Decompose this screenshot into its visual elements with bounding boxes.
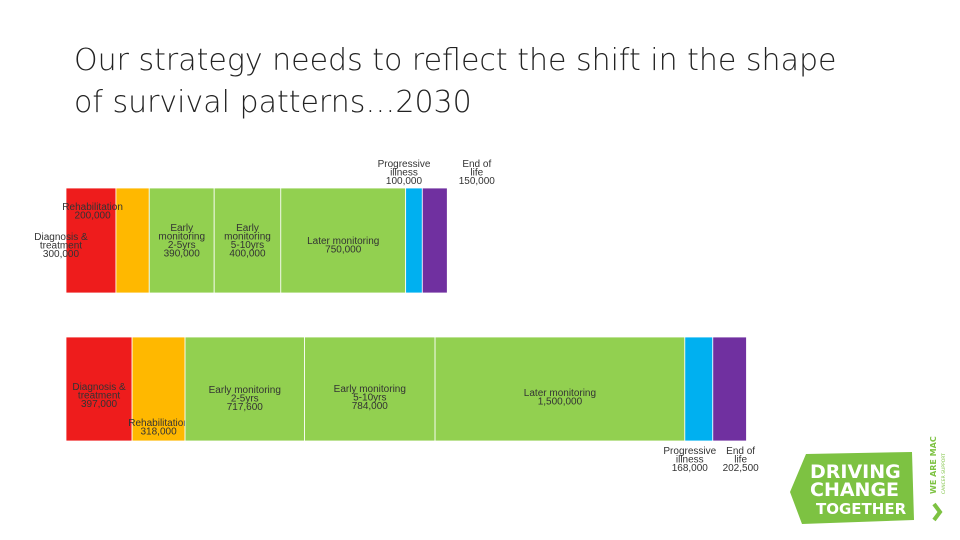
macmillan-logo: DRIVING CHANGE TOGETHER WE ARE MACMILLAN… bbox=[790, 436, 947, 524]
bar-segment-progressive-illness bbox=[684, 336, 714, 442]
data-label-progressive-illness: Progressive illness 100,000 bbox=[378, 159, 431, 187]
bar-segment-diagnosis-treatment bbox=[65, 187, 117, 294]
slide-title-line-2: of survival patterns…2030 bbox=[74, 85, 472, 120]
bar-segment-end-of-life bbox=[421, 187, 448, 294]
logo-line-2: CHANGE bbox=[810, 479, 899, 501]
logo-side-text: WE ARE MACMILLAN. bbox=[929, 436, 938, 494]
logo-line-1: DRIVING bbox=[810, 461, 901, 483]
bar-segment-later-monitoring bbox=[434, 336, 686, 442]
bar-segment-later-monitoring bbox=[280, 187, 407, 294]
data-label-early-monitoring-5-10yrs: Early monitoring 5-10yrs 784,000 bbox=[334, 384, 406, 412]
logo-badge bbox=[790, 452, 914, 524]
logo-side-small: CANCER SUPPORT bbox=[941, 453, 947, 494]
slide-title-line-1: Our strategy needs to reflect the shift … bbox=[74, 43, 837, 78]
bar-segment-early-monitoring-5-10yrs bbox=[213, 187, 282, 294]
chevron-right-icon bbox=[932, 502, 943, 522]
slide-title: Our strategy needs to reflect the shift … bbox=[74, 40, 934, 124]
bar-segment-early-monitoring-2-5yrs bbox=[184, 336, 305, 442]
data-label-early-monitoring-2-5yrs: Early monitoring 2-5yrs 390,000 bbox=[158, 223, 205, 260]
stacked-bar-chart-1: Diagnosis & treatment 300,000 Rehabilitatio… bbox=[34, 159, 496, 294]
data-label-early-monitoring-2-5yrs: Early monitoring 2-5yrs 717,600 bbox=[209, 385, 281, 413]
data-label-end-of-life: End of life 202,500 bbox=[723, 446, 760, 474]
data-label-progressive-illness: Progressive illness 168,000 bbox=[663, 446, 716, 474]
bar-segment-early-monitoring-2-5yrs bbox=[148, 187, 215, 294]
data-label-rehabilitation: Rehabilitation 200,000 bbox=[62, 202, 123, 222]
logo-line-3: TOGETHER bbox=[816, 500, 907, 518]
data-label-end-of-life: End of life 150,000 bbox=[459, 159, 496, 187]
data-label-diagnosis-treatment: Diagnosis & treatment 397,000 bbox=[72, 382, 126, 410]
bar-segment-early-monitoring-5-10yrs bbox=[304, 336, 436, 442]
bar-segment-progressive-illness bbox=[405, 187, 423, 294]
data-label-rehabilitation: Rehabilitation 318,000 bbox=[128, 418, 189, 438]
data-label-later-monitoring: Later monitoring 1,500,000 bbox=[524, 388, 596, 408]
bar-segment-rehabilitation bbox=[131, 336, 186, 442]
data-label-later-monitoring: Later monitoring 750,000 bbox=[307, 236, 379, 256]
stacked-bar-chart-2: Diagnosis & treatment 397,000Rehabilitatio… bbox=[65, 336, 760, 474]
data-label-diagnosis-treatment: Diagnosis & treatment 300,000 bbox=[34, 232, 88, 260]
bar-segment-end-of-life bbox=[712, 336, 747, 442]
bar-segment-rehabilitation bbox=[115, 187, 150, 294]
data-label-early-monitoring-5-10yrs: Early monitoring 5-10yrs 400,000 bbox=[224, 223, 271, 260]
bar-segment-diagnosis-treatment bbox=[65, 336, 133, 442]
